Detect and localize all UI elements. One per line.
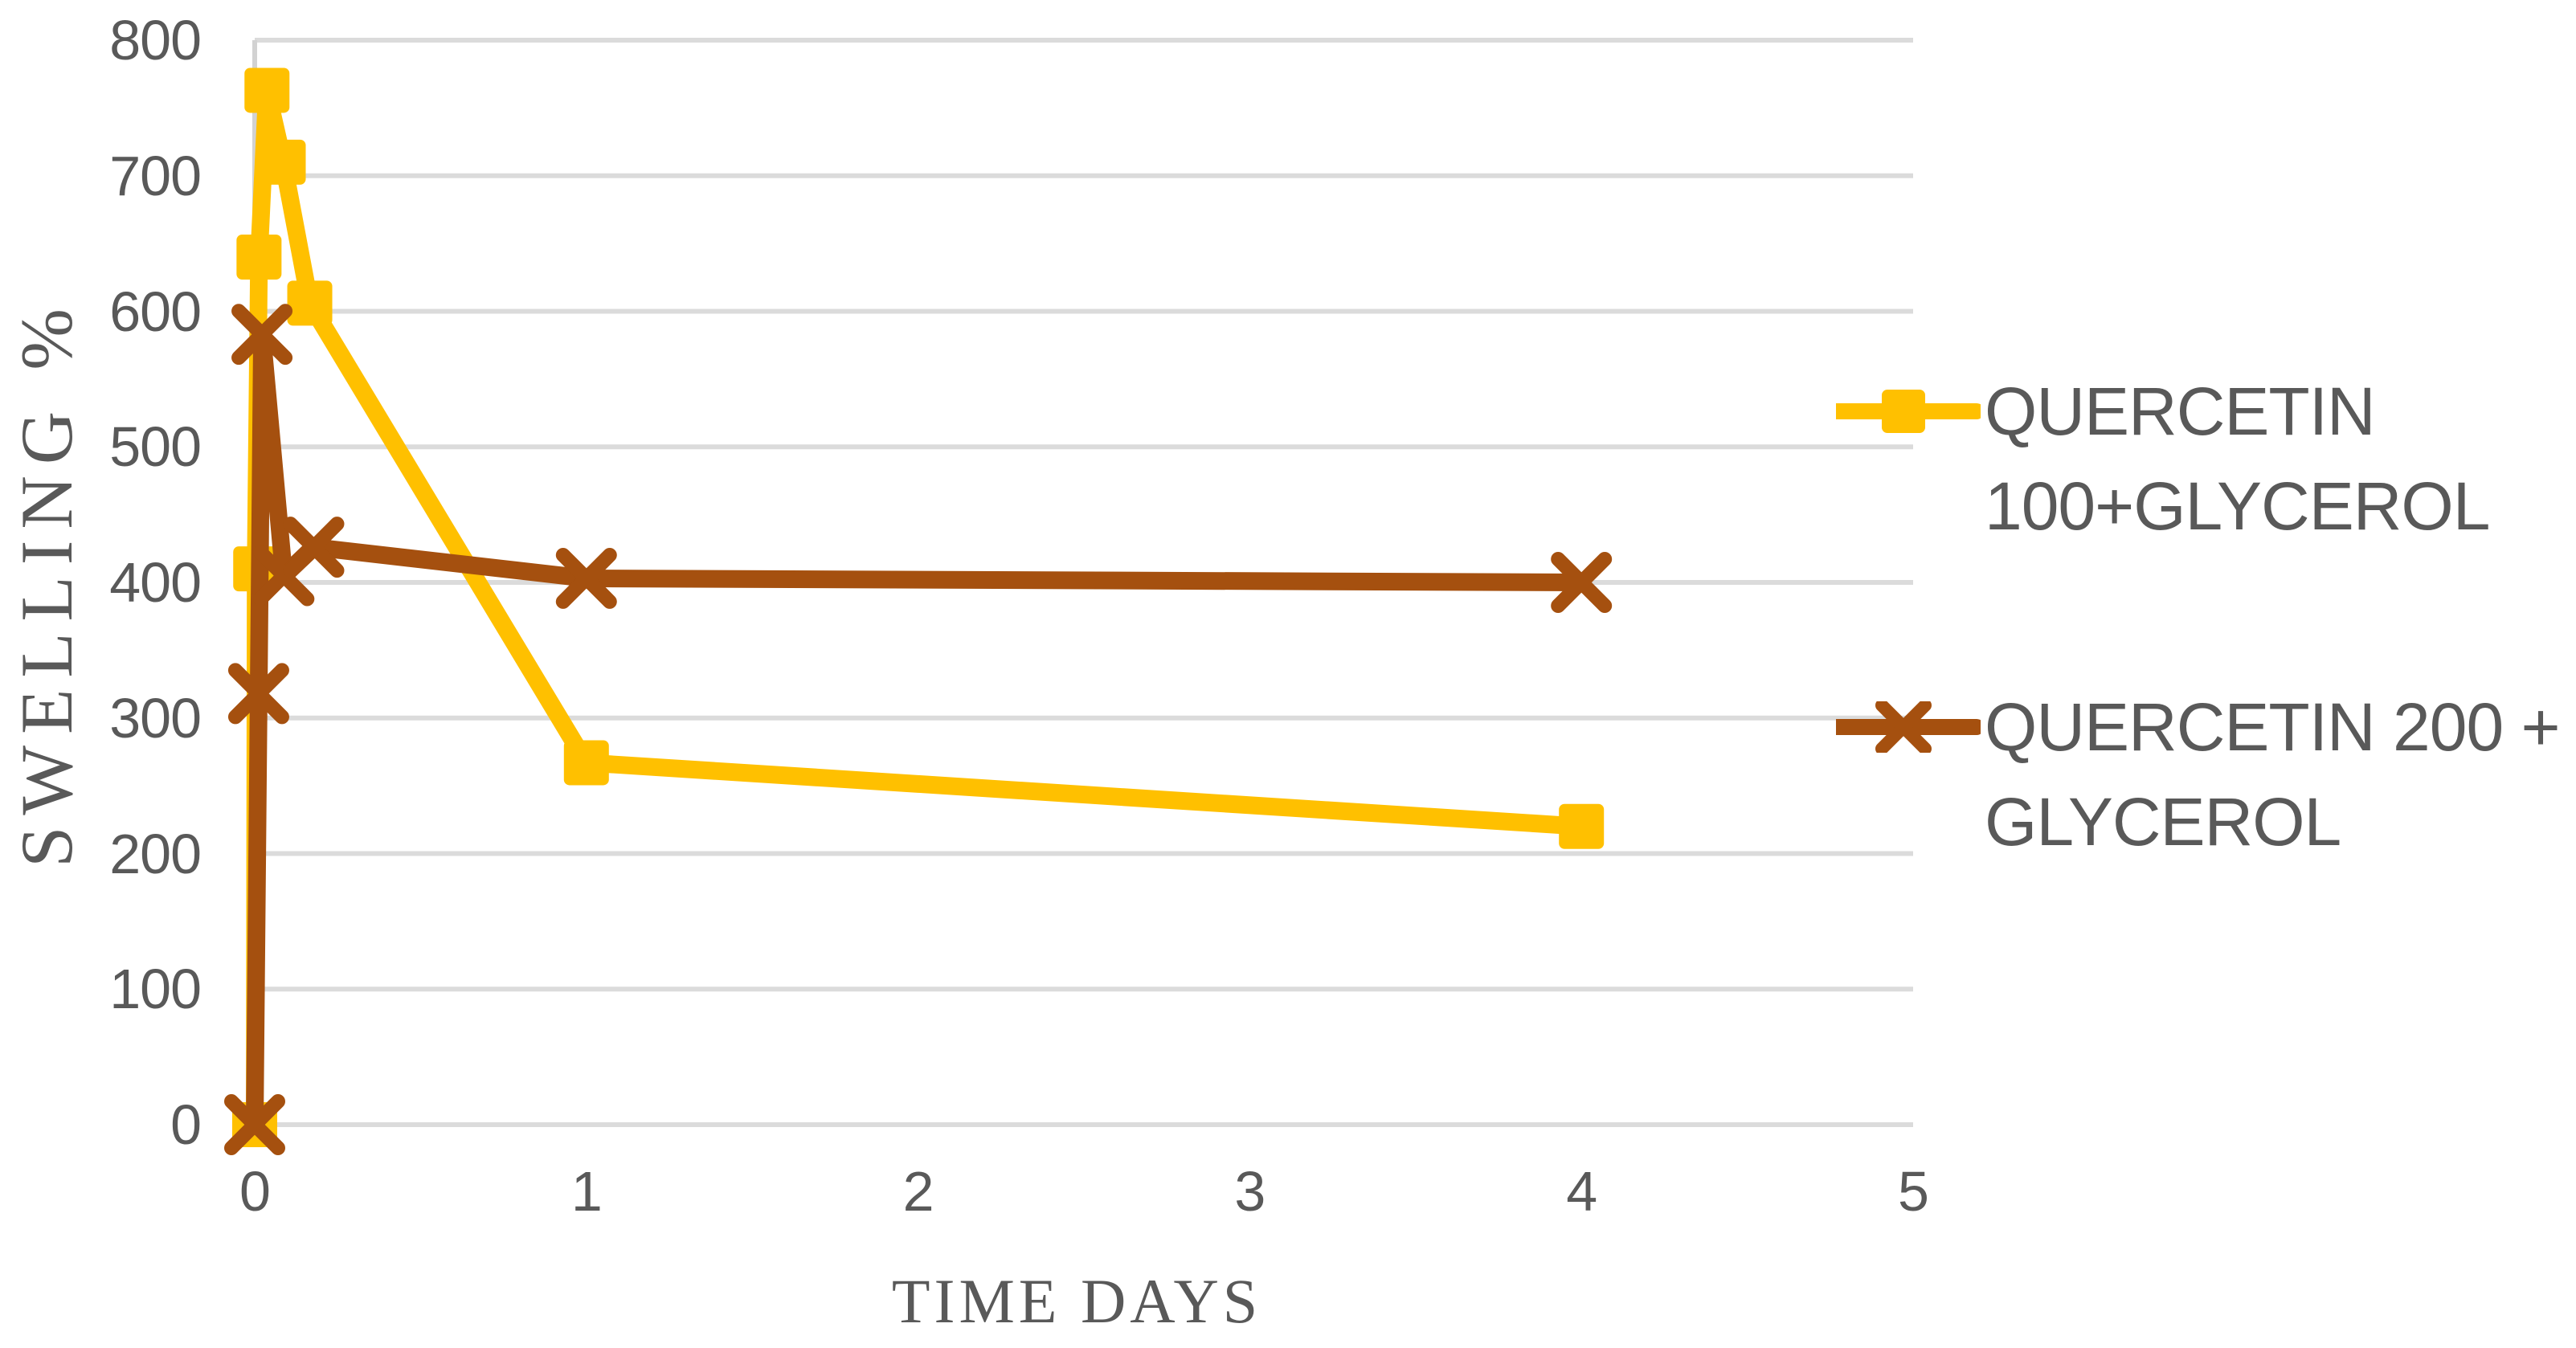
x-marker [224, 1094, 285, 1155]
legend-square-marker-icon [1882, 390, 1925, 433]
y-tick-label-0: 0 [170, 1093, 202, 1156]
x-tick-label-3: 3 [1234, 1160, 1266, 1223]
legend-marker-2 [1836, 701, 1981, 753]
legend-label-line: QUERCETIN [1985, 374, 2376, 449]
series-2 [224, 304, 1613, 1155]
legend-x-marker-icon [1875, 701, 1932, 753]
y-tick-label-300: 300 [109, 686, 202, 750]
square-marker [244, 67, 290, 113]
legend-marker-1 [1836, 390, 1981, 433]
x-marker [555, 547, 617, 609]
square-marker [236, 235, 282, 280]
y-tick-label-800: 800 [109, 9, 202, 71]
x-marker [1551, 552, 1613, 613]
x-marker [227, 663, 289, 725]
x-marker [231, 304, 293, 366]
x-tick-label-1: 1 [570, 1160, 603, 1223]
series-line-1 [246, 81, 1591, 1134]
legend-label-1: QUERCETIN 100+GLYCEROL [1985, 364, 2490, 553]
x-marker [283, 517, 345, 578]
x-tick-label-5: 5 [1898, 1160, 1929, 1223]
y-axis-title: SWELLING % [6, 297, 88, 868]
legend-label-line: GLYCEROL [1985, 784, 2341, 860]
y-tick-label-400: 400 [109, 551, 202, 614]
y-tick-label-600: 600 [109, 280, 202, 343]
square-marker [260, 139, 306, 185]
y-tick-label-100: 100 [109, 958, 202, 1021]
square-marker [287, 280, 333, 326]
legend-label-2: QUERCETIN 200 + GLYCEROL [1985, 680, 2561, 869]
square-marker [563, 740, 609, 786]
legend-label-line: QUERCETIN 200 + [1985, 689, 2561, 765]
square-marker [1559, 803, 1605, 849]
y-tick-label-200: 200 [109, 822, 202, 885]
y-tick-label-500: 500 [109, 415, 202, 479]
x-tick-label-4: 4 [1566, 1160, 1597, 1223]
x-tick-label-0: 0 [239, 1160, 271, 1223]
legend-label-line: 100+GLYCEROL [1985, 468, 2490, 544]
x-tick-label-2: 2 [902, 1160, 934, 1223]
y-tick-label-700: 700 [109, 144, 202, 207]
x-axis-title: TIME DAYS [891, 1266, 1262, 1336]
series-line-2 [246, 325, 1591, 1134]
series-1 [232, 67, 1605, 1147]
